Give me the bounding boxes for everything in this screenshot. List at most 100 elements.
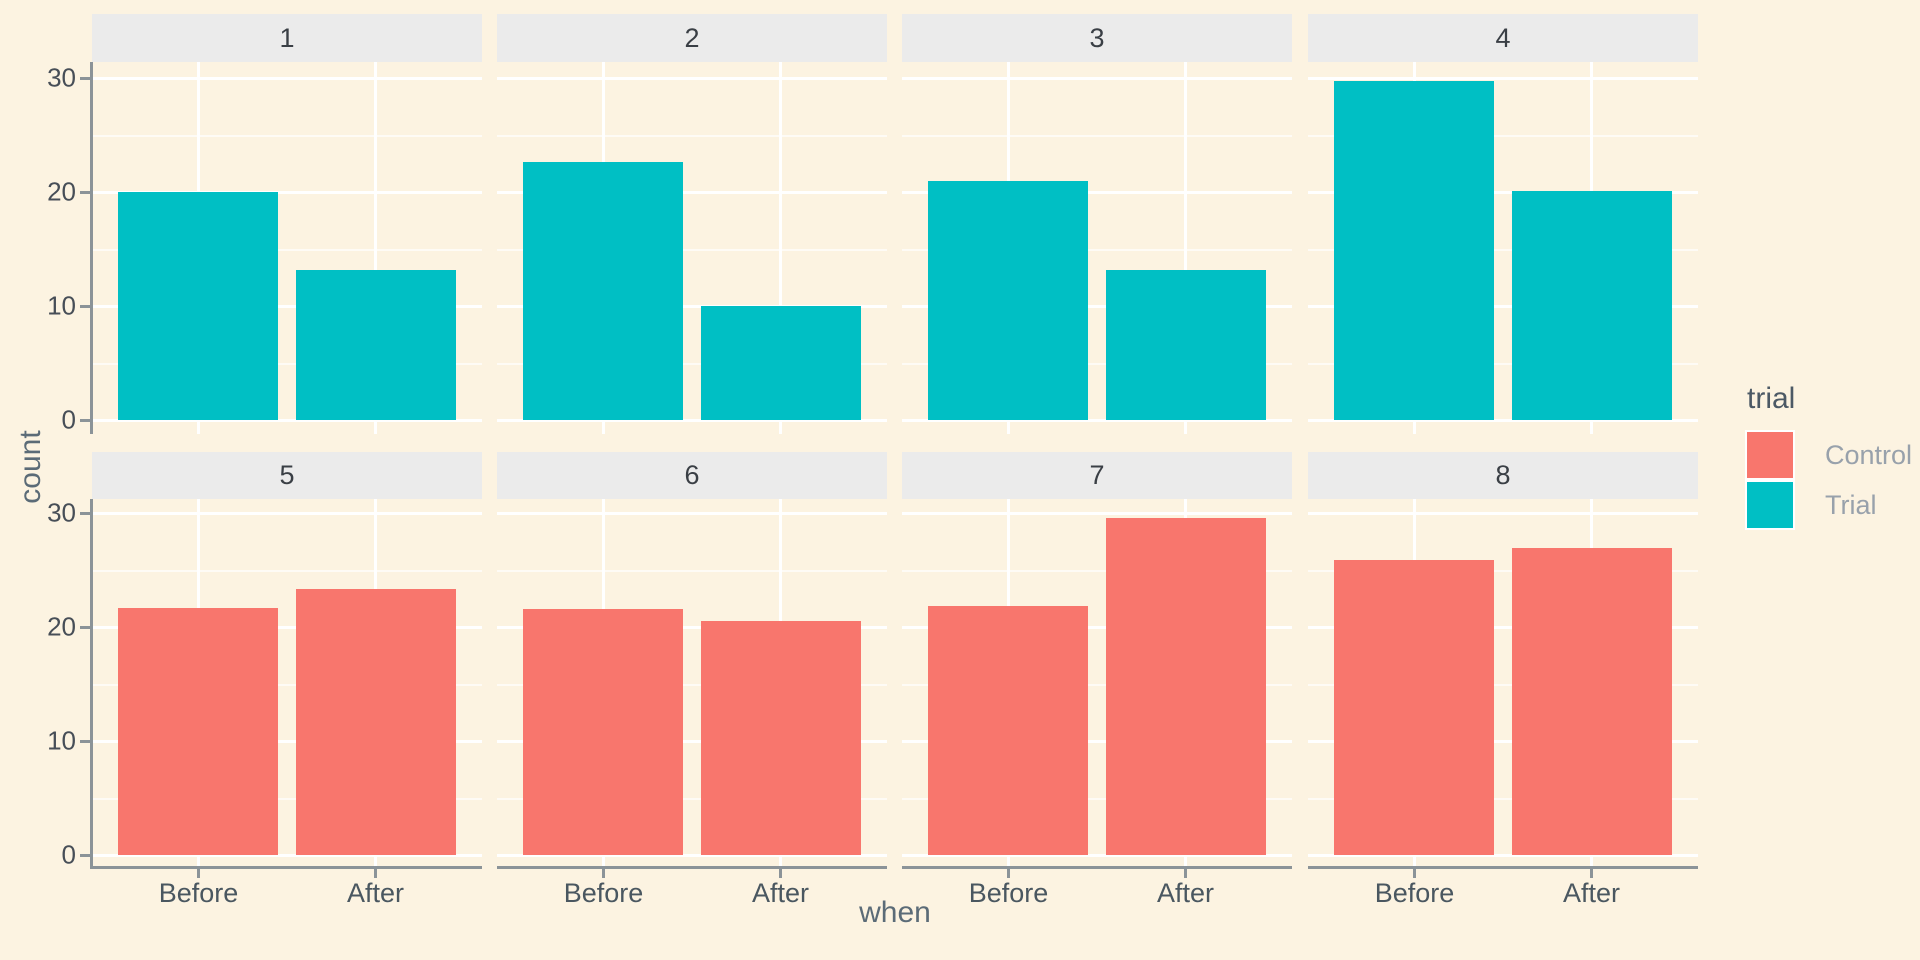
facet-strip-label: 4 (1495, 22, 1511, 53)
y-axis-line (90, 62, 93, 434)
x-axis-line (497, 866, 887, 869)
bar-before-trial (118, 192, 279, 420)
x-tick-mark (374, 868, 378, 878)
bar-before-trial (523, 162, 684, 420)
bar-before-trial (928, 180, 1089, 420)
major-gridline (902, 854, 1292, 857)
minor-gridline (92, 249, 482, 251)
facet-strip: 5 (92, 452, 482, 499)
facet-strip-label: 3 (1089, 22, 1105, 53)
facet-panel (1308, 62, 1698, 434)
legend-item-control: Control (1745, 430, 1912, 480)
major-gridline (902, 305, 1292, 308)
facet-panel (1308, 499, 1698, 869)
major-gridline (1308, 512, 1698, 515)
minor-gridline (497, 249, 887, 251)
major-gridline (497, 77, 887, 80)
y-tick-label: 20 (47, 176, 76, 207)
y-tick-mark (80, 625, 90, 629)
major-gridline-vertical (1184, 62, 1188, 434)
x-tick-label: After (752, 878, 810, 908)
bar-after-control (295, 589, 456, 855)
facet-strip: 4 (1308, 14, 1698, 62)
facet-panel (497, 499, 887, 869)
major-gridline (902, 740, 1292, 743)
major-gridline (92, 854, 482, 857)
major-gridline (1308, 305, 1698, 308)
x-axis-line (1308, 866, 1698, 869)
minor-gridline (92, 684, 482, 686)
legend-swatch-control-icon (1745, 430, 1795, 480)
facet-panel (902, 499, 1292, 869)
minor-gridline (92, 363, 482, 365)
minor-gridline (902, 249, 1292, 251)
major-gridline (92, 626, 482, 629)
y-tick-mark (80, 853, 90, 857)
major-gridline-vertical (779, 62, 783, 434)
y-tick-label: 10 (47, 725, 76, 756)
facet-strip-label: 8 (1495, 460, 1511, 490)
major-gridline (497, 626, 887, 629)
x-tick-mark (1590, 868, 1594, 878)
facet-panel (497, 62, 887, 434)
minor-gridline (1308, 249, 1698, 251)
minor-gridline (497, 798, 887, 800)
major-gridline-vertical (374, 62, 378, 434)
major-gridline (902, 512, 1292, 515)
y-axis-line (90, 499, 93, 869)
major-gridline (902, 626, 1292, 629)
facet-panel (92, 62, 482, 434)
minor-gridline (902, 570, 1292, 572)
facet-strip-label: 2 (684, 22, 700, 53)
x-tick-label: Before (968, 878, 1049, 908)
minor-gridline (1308, 798, 1698, 800)
major-gridline (497, 854, 887, 857)
x-axis-title: when (859, 896, 931, 929)
minor-gridline (1308, 570, 1698, 572)
facet-strip: 6 (497, 452, 887, 499)
y-tick-label: 20 (47, 611, 76, 642)
major-gridline (1308, 740, 1698, 743)
major-gridline (92, 419, 482, 422)
major-gridline (1308, 77, 1698, 80)
x-tick-label: Before (1374, 878, 1455, 908)
x-tick-mark (601, 868, 605, 878)
minor-gridline (497, 363, 887, 365)
facet-panel (92, 499, 482, 869)
minor-gridline (1308, 363, 1698, 365)
x-tick-label: After (347, 878, 405, 908)
minor-gridline (497, 570, 887, 572)
minor-gridline (902, 798, 1292, 800)
y-tick-mark (80, 190, 90, 194)
y-tick-label: 0 (61, 404, 76, 435)
y-tick-label: 30 (47, 62, 76, 93)
legend: trial Control Trial (1745, 382, 1912, 530)
facet-strip-label: 5 (279, 460, 295, 490)
major-gridline (902, 191, 1292, 194)
y-tick-label: 10 (47, 290, 76, 321)
major-gridline (1308, 191, 1698, 194)
facet-strip: 7 (902, 452, 1292, 499)
y-tick-mark (80, 76, 90, 80)
y-tick-mark (80, 418, 90, 422)
major-gridline (497, 740, 887, 743)
major-gridline (92, 305, 482, 308)
minor-gridline (1308, 135, 1698, 137)
major-gridline (1308, 419, 1698, 422)
x-tick-mark (1184, 868, 1188, 878)
facet-strip-label: 6 (684, 460, 700, 490)
minor-gridline (902, 135, 1292, 137)
minor-gridline (902, 363, 1292, 365)
legend-item-label: Trial (1825, 489, 1877, 520)
minor-gridline (497, 135, 887, 137)
x-tick-label: Before (158, 878, 239, 908)
minor-gridline (92, 798, 482, 800)
bar-before-control (523, 608, 684, 855)
x-tick-label: After (1157, 878, 1215, 908)
bar-after-trial (1105, 269, 1266, 420)
legend-item-label: Control (1825, 439, 1913, 470)
x-tick-label: Before (563, 878, 644, 908)
y-tick-mark (80, 739, 90, 743)
minor-gridline (497, 684, 887, 686)
